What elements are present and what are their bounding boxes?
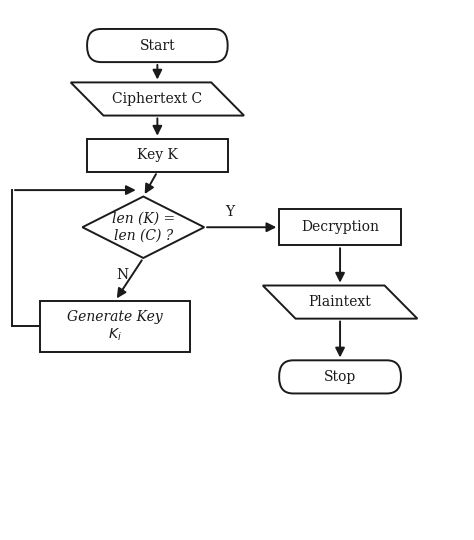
FancyBboxPatch shape: [279, 360, 401, 394]
Bar: [279, 209, 401, 245]
FancyBboxPatch shape: [87, 29, 228, 62]
Polygon shape: [263, 286, 417, 319]
Polygon shape: [71, 83, 244, 116]
Text: Ciphertext C: Ciphertext C: [112, 92, 202, 106]
Text: Plaintext: Plaintext: [309, 295, 372, 309]
Text: Decryption: Decryption: [301, 220, 379, 234]
Polygon shape: [82, 197, 204, 258]
Bar: [40, 301, 190, 352]
Text: Key K: Key K: [137, 148, 178, 162]
Text: Stop: Stop: [324, 370, 356, 384]
Text: Start: Start: [139, 38, 175, 52]
Text: Generate Key
$K_i$: Generate Key $K_i$: [67, 310, 163, 342]
Text: Y: Y: [226, 205, 235, 219]
Text: N: N: [116, 268, 128, 281]
Bar: [87, 139, 228, 172]
Text: len (K) =
len (C) ?: len (K) = len (C) ?: [112, 212, 175, 242]
